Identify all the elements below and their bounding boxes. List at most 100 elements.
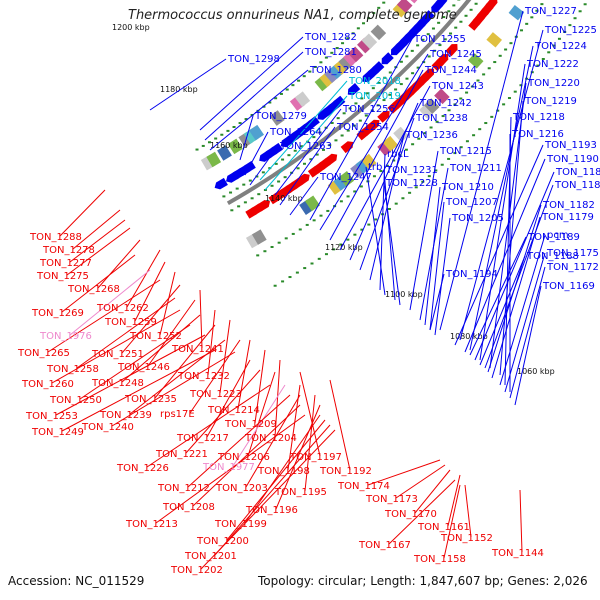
guide-dot bbox=[404, 148, 408, 151]
forward-leader-line bbox=[319, 53, 429, 231]
reverse-leader-line bbox=[207, 309, 216, 376]
reverse-leader-line bbox=[47, 279, 161, 353]
guide-dot bbox=[429, 126, 433, 129]
accession-text: Accession: NC_011529 bbox=[8, 574, 145, 588]
reverse-leader-line bbox=[275, 404, 321, 510]
genome-backbone bbox=[226, 0, 472, 206]
guide-dot bbox=[525, 22, 529, 25]
reverse-leader-line bbox=[111, 351, 236, 427]
reverse-gene-label: TON_1246 bbox=[117, 362, 170, 373]
reverse-gene-label: TON_1195 bbox=[274, 487, 327, 498]
forward-leader-line bbox=[359, 117, 415, 271]
reverse-gene-label: TON_1199 bbox=[214, 519, 267, 530]
category-tile bbox=[217, 145, 232, 161]
forward-gene-label: TON_1231 bbox=[385, 165, 438, 176]
category-tile bbox=[338, 170, 355, 187]
reverse-gene-label: TON_1249 bbox=[31, 427, 84, 438]
guide-dot bbox=[279, 92, 283, 95]
guide-dot bbox=[465, 91, 469, 94]
guide-dot bbox=[274, 97, 278, 100]
guide-dot bbox=[291, 232, 295, 235]
guide-dot bbox=[376, 104, 380, 107]
guide-dot bbox=[230, 209, 234, 212]
guide-dot bbox=[351, 32, 355, 35]
reverse-leader-line bbox=[121, 284, 181, 354]
guide-dot bbox=[487, 67, 491, 70]
forward-leader-line bbox=[459, 29, 544, 341]
reverse-gene-label: TON_1161 bbox=[417, 522, 470, 533]
guide-dot bbox=[346, 195, 350, 198]
guide-dot bbox=[326, 209, 330, 212]
reverse-gene-label: TON_1258 bbox=[46, 364, 99, 375]
scale-label: 1180 kbp bbox=[160, 85, 198, 94]
guide-dot bbox=[383, 76, 387, 79]
guide-dot bbox=[340, 134, 344, 137]
scale-label: 1160 kbp bbox=[210, 141, 248, 150]
reverse-leader-line bbox=[134, 261, 166, 322]
forward-gene-mark bbox=[214, 177, 228, 190]
forward-gene-label: TON_1179 bbox=[541, 212, 594, 223]
guide-dot bbox=[387, 207, 391, 210]
guide-dot bbox=[459, 97, 463, 100]
reverse-gene-label: TON_1251 bbox=[91, 349, 144, 360]
forward-leader-line bbox=[244, 131, 269, 176]
guide-dot bbox=[296, 167, 300, 170]
guide-dot bbox=[336, 117, 340, 120]
forward-gene-label: TON_1187 bbox=[555, 167, 600, 178]
category-tile bbox=[508, 5, 525, 21]
forward-leader-line bbox=[464, 158, 546, 353]
reverse-gene-label: TON_1152 bbox=[440, 533, 493, 544]
guide-dot bbox=[268, 101, 272, 104]
reverse-leader-line bbox=[244, 414, 321, 524]
forward-gene-mark bbox=[372, 61, 385, 74]
guide-dot bbox=[339, 200, 343, 203]
reverse-leader-line bbox=[206, 359, 251, 438]
guide-dot bbox=[324, 56, 328, 59]
reverse-gene-label: TON_1275 bbox=[36, 271, 89, 282]
guide-dot bbox=[453, 152, 457, 155]
forward-leader-line bbox=[429, 201, 445, 331]
forward-leader-line bbox=[239, 115, 254, 161]
guide-dot bbox=[295, 271, 299, 274]
guide-dot bbox=[447, 10, 451, 13]
reverse-gene-label: TON_1268 bbox=[67, 284, 120, 295]
category-tile bbox=[333, 175, 349, 191]
guide-dot bbox=[364, 114, 368, 117]
reverse-gene-label: TON_1221 bbox=[155, 449, 208, 460]
forward-gene-mark bbox=[381, 52, 394, 65]
guide-dot bbox=[285, 88, 289, 91]
guide-dot bbox=[399, 83, 403, 86]
forward-gene-label: TON_1224 bbox=[534, 41, 587, 52]
guide-dot bbox=[509, 42, 513, 45]
forward-gene-label: TON_1245 bbox=[429, 49, 482, 60]
forward-leader-line bbox=[309, 38, 413, 221]
forward-leader-line bbox=[329, 69, 424, 241]
forward-leader-line bbox=[199, 36, 304, 131]
category-tile bbox=[333, 59, 350, 75]
guide-dot bbox=[287, 154, 291, 157]
guide-dot bbox=[498, 54, 502, 57]
forward-gene-label: TON_1280 bbox=[309, 65, 362, 76]
guide-dot bbox=[262, 105, 266, 108]
category-tile bbox=[304, 195, 321, 212]
forward-gene-label: TON_1172 bbox=[546, 262, 599, 273]
reverse-gene-mark bbox=[366, 119, 380, 132]
guide-dot bbox=[360, 97, 364, 100]
reverse-leader-line bbox=[388, 479, 456, 545]
guide-dot bbox=[302, 75, 306, 78]
reverse-leader-line bbox=[59, 189, 106, 237]
guide-dot bbox=[305, 223, 309, 226]
guide-dot bbox=[563, 30, 567, 33]
reverse-gene-mark bbox=[340, 141, 354, 154]
reverse-gene-label: TON_1192 bbox=[319, 466, 372, 477]
forward-leader-line bbox=[479, 63, 526, 361]
category-tile bbox=[314, 75, 330, 92]
forward-leader-line bbox=[504, 252, 546, 393]
category-tile bbox=[227, 138, 243, 155]
guide-dot bbox=[274, 162, 278, 165]
guide-dot bbox=[377, 6, 381, 9]
category-tile bbox=[382, 135, 398, 152]
reverse-gene-mark bbox=[445, 43, 458, 57]
guide-dot bbox=[399, 60, 403, 63]
guide-dot bbox=[313, 65, 317, 68]
